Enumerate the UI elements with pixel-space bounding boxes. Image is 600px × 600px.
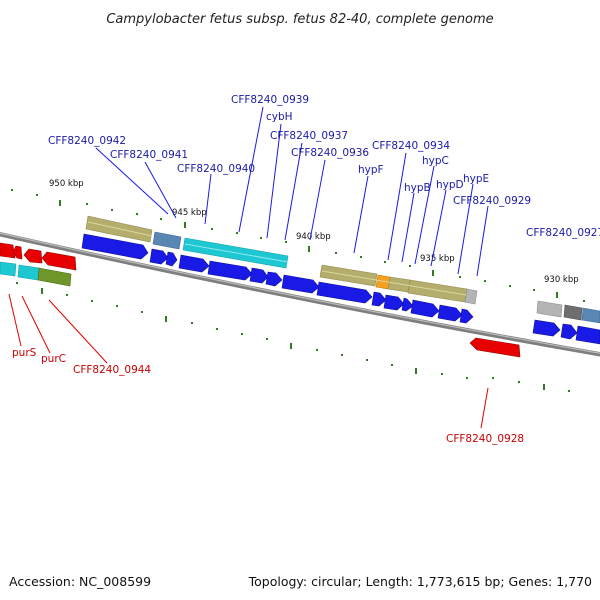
- gene-label-CFF8240_0940: CFF8240_0940: [177, 163, 255, 175]
- feature-block: [407, 279, 468, 303]
- gene-label-hypC: hypC: [422, 155, 449, 167]
- forward-cds-track: [81, 233, 600, 345]
- cds-arrow: [178, 254, 210, 273]
- cds-arrow: [401, 297, 414, 312]
- accession-text: Accession: NC_008599: [9, 574, 151, 589]
- cds-arrow: [81, 233, 149, 260]
- gene-label-CFF8240_0942: CFF8240_0942: [48, 135, 126, 147]
- cds-arrow: [41, 251, 77, 271]
- cds-arrow: [249, 267, 269, 284]
- cds-arrow: [383, 294, 405, 311]
- tick-label-935: 935 kbp: [420, 254, 455, 264]
- genome-backbone-highlight: [0, 232, 600, 354]
- callout-lines-blue: [95, 106, 489, 277]
- gene-label-hypB: hypB: [404, 182, 431, 194]
- cds-arrow: [437, 304, 463, 322]
- cds-arrow: [207, 260, 253, 281]
- gene-label-CFF8240_0937: CFF8240_0937: [270, 130, 348, 142]
- tick-label-945: 945 kbp: [172, 208, 207, 218]
- cds-arrow: [265, 271, 283, 287]
- gene-label-CFF8240_0928: CFF8240_0928: [446, 433, 524, 445]
- outer-tick-marks: [11, 189, 585, 302]
- gene-label-hypD: hypD: [436, 179, 464, 191]
- inner-tick-marks: [16, 282, 570, 392]
- callout-lines-red: [8, 293, 489, 429]
- cds-arrow: [532, 319, 561, 337]
- gene-label-CFF8240_0936: CFF8240_0936: [291, 147, 369, 159]
- feature-block: [536, 300, 563, 318]
- cds-arrow: [459, 308, 474, 324]
- gene-label-hypF: hypF: [358, 164, 384, 176]
- feature-block: [152, 231, 182, 250]
- genome-backbone: [0, 231, 600, 357]
- gene-label-CFF8240_0929: CFF8240_0929: [453, 195, 531, 207]
- outer-feature-track: [0, 215, 600, 324]
- tick-label-940: 940 kbp: [296, 232, 331, 242]
- cds-arrow: [0, 242, 16, 259]
- cds-arrow: [575, 325, 600, 345]
- gene-label-CFF8240_0934: CFF8240_0934: [372, 140, 450, 152]
- feature-block: [17, 264, 40, 281]
- feature-block: [387, 276, 411, 293]
- gene-label-CFF8240_0944: CFF8240_0944: [73, 364, 151, 376]
- feature-block: [0, 261, 17, 277]
- cds-arrow: [149, 248, 169, 265]
- gene-label-purC: purC: [41, 353, 66, 365]
- gene-label-CFF8240_0927: CFF8240_0927: [526, 227, 600, 239]
- map-title: Campylobacter fetus subsp. fetus 82-40, …: [106, 12, 493, 27]
- tick-label-950: 950 kbp: [49, 179, 84, 189]
- cds-arrow: [281, 274, 320, 294]
- cds-arrow: [23, 248, 43, 264]
- cds-arrow: [371, 291, 387, 307]
- topology-text: Topology: circular; Length: 1,773,615 bp…: [248, 574, 592, 589]
- reverse-cds-track: [0, 242, 521, 358]
- gene-label-hypE: hypE: [463, 173, 489, 185]
- gene-label-CFF8240_0941: CFF8240_0941: [110, 149, 188, 161]
- feature-block: [37, 267, 72, 287]
- cds-arrow: [469, 337, 521, 358]
- cds-arrow: [560, 323, 578, 340]
- feature-block: [464, 288, 478, 305]
- cds-arrow: [12, 245, 23, 260]
- tick-label-930: 930 kbp: [544, 275, 579, 285]
- cds-arrow: [165, 251, 178, 267]
- gene-label-CFF8240_0939: CFF8240_0939: [231, 94, 309, 106]
- cds-arrow: [410, 299, 440, 318]
- gene-label-purS: purS: [12, 347, 37, 359]
- cds-arrow: [316, 281, 373, 304]
- gene-label-cybH: cybH: [266, 111, 293, 123]
- feature-block: [581, 307, 600, 324]
- feature-block: [563, 304, 583, 321]
